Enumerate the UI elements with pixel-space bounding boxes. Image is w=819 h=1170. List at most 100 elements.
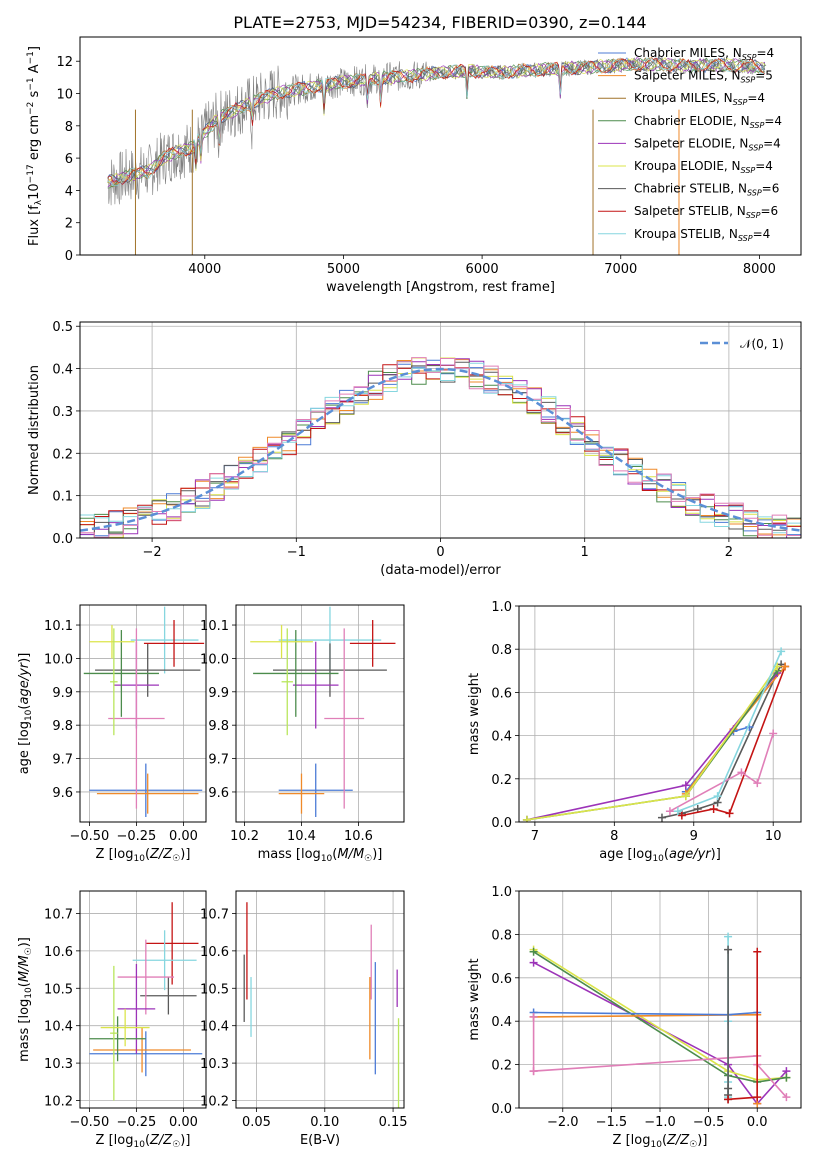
x-tick-label: 7000 [604, 262, 637, 277]
x-tick-label: −1 [287, 545, 306, 560]
y-tick-label: 1.0 [491, 600, 512, 615]
y-tick-label: 10.1 [200, 619, 229, 634]
x-tick-label: 6000 [466, 262, 499, 277]
x-tick-label: 0.15 [379, 1115, 408, 1130]
x-axis-label: Z [log10(Z/Z☉)] [96, 1133, 191, 1150]
weight-marker [724, 932, 733, 941]
histogram-step-line [80, 362, 801, 534]
panel-mass_vs_EBV: 0.05 0.10 0.15 10.2 10.3 10.4 10.5 10.6 10.7 E(B-… [200, 890, 408, 1148]
y-tick-label: 0.4 [491, 1015, 512, 1030]
x-tick-label: 0.05 [242, 1115, 271, 1130]
x-tick-label: −0.50 [69, 829, 109, 844]
weight-line [669, 733, 774, 812]
x-tick-label: 8 [610, 829, 618, 844]
panel-age_vs_mass: 10.2 10.4 10.6 9.6 9.7 9.8 9.9 10.0 10.1 mass [lo… [200, 604, 405, 864]
y-axis-label: mass weight [467, 958, 482, 1040]
plot-area [250, 606, 396, 817]
panel-mass_vs_Z: −0.50 −0.25 0.00 10.2 10.3 10.4 10.5 10.6 10.7 Z … [17, 890, 207, 1150]
weight-marker [673, 807, 682, 816]
x-axis-label: age [log10(age/yr)] [599, 847, 721, 864]
weight-marker [677, 811, 686, 820]
y-tick-label: 10.0 [200, 652, 229, 667]
x-tick-label: 10.6 [344, 829, 373, 844]
weight-marker [522, 815, 531, 822]
y-tick-label: 4 [65, 184, 73, 199]
x-tick-label: 10.4 [287, 829, 316, 844]
plot-area [80, 357, 801, 538]
x-tick-label: 0.10 [310, 1115, 339, 1130]
panel-residual_histogram: −2 −1 0 1 2 0.0 0.1 0.2 0.3 0.4 0.5 (data-model)/er… [27, 320, 802, 578]
figure-title: PLATE=2753, MJD=54234, FIBERID=0390, z=0… [233, 13, 646, 32]
weight-marker [769, 729, 778, 738]
weight-marker [657, 813, 666, 822]
axes-frame [518, 605, 802, 823]
legend-label: Salpeter STELIB, NSSP=6 [634, 204, 778, 220]
x-tick-label: −0.25 [116, 829, 156, 844]
x-tick-label: 10.2 [230, 829, 259, 844]
y-axis-label: mass [log10(M/M☉)] [17, 937, 34, 1062]
weight-marker [709, 805, 718, 814]
panel-age_vs_Z: −0.50 −0.25 0.00 9.6 9.7 9.8 9.9 10.0 10.1 Z [log… [17, 604, 207, 864]
y-tick-label: 0.0 [52, 532, 73, 547]
weight-marker [782, 1073, 791, 1082]
x-tick-label: 9 [690, 829, 698, 844]
y-tick-label: 10.3 [200, 1057, 229, 1072]
y-tick-label: 0.6 [491, 972, 512, 987]
y-tick-label: 0.8 [491, 928, 512, 943]
x-tick-label: 5000 [327, 262, 360, 277]
weight-marker [681, 781, 690, 790]
x-tick-label: −1.0 [644, 1115, 676, 1130]
legend: Chabrier MILES, NSSP=4 Salpeter MILES, NS… [598, 46, 782, 243]
y-tick-label: 0.2 [491, 773, 512, 788]
x-tick-label: 2 [725, 545, 733, 560]
model-spectrum-line [107, 56, 766, 183]
weight-marker [781, 662, 790, 671]
y-tick-label: 10.5 [44, 982, 73, 997]
normal-curve [80, 367, 801, 532]
y-tick-label: 8 [65, 120, 73, 135]
y-tick-label: 6 [65, 152, 73, 167]
axes-frame [79, 890, 207, 1109]
weight-marker [529, 1012, 538, 1021]
y-axis-label: mass weight [467, 673, 482, 755]
y-tick-label: 0.4 [52, 363, 73, 378]
y-tick-label: 9.9 [208, 686, 229, 701]
y-tick-label: 0.0 [491, 816, 512, 831]
y-tick-label: 0.5 [52, 320, 73, 335]
panel-weight_vs_Z: −2.0 −1.5 −1.0 −0.5 0.0 0.0 0.2 0.4 0.6 0.8 1.0 Z [… [467, 885, 802, 1150]
y-tick-label: 0.0 [491, 1102, 512, 1117]
y-tick-label: 10.5 [200, 982, 229, 997]
model-spectrum-line [107, 57, 766, 183]
legend-label: Chabrier MILES, NSSP=4 [634, 46, 774, 62]
y-tick-label: 12 [56, 55, 73, 70]
y-tick-label: 10.6 [200, 945, 229, 960]
legend-label: 𝒩(0, 1) [740, 337, 784, 351]
model-spectrum-line [107, 57, 766, 187]
legend: 𝒩(0, 1) [700, 337, 784, 351]
axes-frame [235, 890, 405, 1109]
weight-marker [529, 947, 538, 956]
x-tick-label: −0.50 [69, 1115, 109, 1130]
y-tick-label: 0.3 [52, 405, 73, 420]
y-tick-label: 10 [56, 88, 73, 103]
weight-line [533, 948, 787, 1081]
axes-frame [79, 321, 802, 539]
weight-marker [782, 1093, 791, 1102]
x-axis-label: wavelength [Angstrom, rest frame] [326, 280, 555, 295]
y-tick-label: 9.8 [52, 719, 73, 734]
legend-label: Salpeter ELODIE, NSSP=4 [634, 136, 781, 152]
y-tick-label: 10.7 [200, 907, 229, 922]
plot-area [89, 902, 203, 1101]
x-axis-label: Z [log10(Z/Z☉)] [613, 1133, 708, 1150]
weight-marker [737, 768, 746, 777]
y-tick-label: 10.1 [44, 619, 73, 634]
legend-label: Kroupa STELIB, NSSP=4 [634, 227, 770, 243]
y-tick-label: 0.2 [52, 447, 73, 462]
weight-marker [777, 647, 786, 656]
plot-area [522, 647, 790, 822]
legend-label: Kroupa MILES, NSSP=4 [634, 91, 765, 107]
x-tick-label: 0 [436, 545, 444, 560]
model-spectrum-line [107, 57, 766, 185]
plot-area [83, 606, 205, 817]
y-tick-label: 2 [65, 217, 73, 232]
